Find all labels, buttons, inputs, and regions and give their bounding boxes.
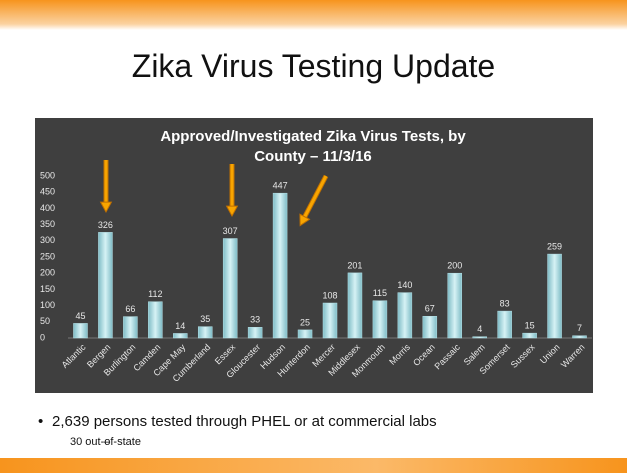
bar xyxy=(322,302,338,339)
bar xyxy=(397,292,413,339)
y-tick-label: 400 xyxy=(40,203,55,213)
arrow-head xyxy=(99,201,113,214)
arrow-head xyxy=(225,205,239,218)
bar xyxy=(148,301,163,339)
bar xyxy=(572,335,587,339)
value-label: 140 xyxy=(397,280,412,290)
arrow-head xyxy=(299,213,311,227)
x-tick-label: Morris xyxy=(387,342,412,367)
value-label: 112 xyxy=(148,289,162,299)
y-tick-label: 50 xyxy=(40,316,50,326)
value-label: 4 xyxy=(477,324,482,334)
x-tick-label: Passaic xyxy=(432,342,462,372)
bar xyxy=(472,336,487,339)
bar xyxy=(422,316,438,339)
value-label: 66 xyxy=(125,304,135,314)
y-tick-label: 250 xyxy=(40,251,55,261)
bar xyxy=(372,300,388,339)
bar xyxy=(272,192,288,339)
value-label: 307 xyxy=(223,226,238,236)
bar xyxy=(98,232,113,339)
bar xyxy=(73,323,88,339)
bar xyxy=(247,327,263,339)
value-label: 7 xyxy=(577,323,582,333)
sub-bullet: 30 out-of-state xyxy=(70,436,437,448)
y-tick-label: 0 xyxy=(40,332,45,342)
y-tick-label: 350 xyxy=(40,219,55,229)
bullets: 2,639 persons tested through PHEL or at … xyxy=(52,413,437,448)
value-label: 67 xyxy=(425,304,435,314)
value-label: 447 xyxy=(273,181,288,191)
y-tick-label: 500 xyxy=(40,170,55,180)
bar xyxy=(173,333,188,339)
y-tick-label: 200 xyxy=(40,268,55,278)
bottom-band xyxy=(0,458,627,473)
value-label: 33 xyxy=(250,315,260,325)
value-label: 35 xyxy=(200,314,210,324)
value-label: 201 xyxy=(347,260,362,270)
value-label: 200 xyxy=(447,261,462,271)
value-label: 259 xyxy=(547,241,562,251)
bar xyxy=(522,332,537,339)
bar xyxy=(222,238,238,339)
bar xyxy=(547,253,562,339)
y-tick-label: 300 xyxy=(40,235,55,245)
bar xyxy=(197,326,213,339)
value-label: 115 xyxy=(373,288,387,298)
value-label: 108 xyxy=(322,290,337,300)
value-label: 15 xyxy=(525,321,535,331)
value-label: 25 xyxy=(300,317,310,327)
chart-panel xyxy=(35,118,593,393)
bar xyxy=(123,316,138,339)
value-label: 14 xyxy=(175,321,185,331)
x-tick-label: Sussex xyxy=(509,342,537,370)
y-tick-label: 150 xyxy=(40,284,55,294)
bar xyxy=(347,272,363,339)
y-tick-label: 100 xyxy=(40,300,55,310)
y-tick-label: 450 xyxy=(40,187,55,197)
value-label: 45 xyxy=(75,311,85,321)
bar xyxy=(497,310,512,339)
chart-title: Approved/Investigated Zika Virus Tests, … xyxy=(160,128,466,165)
x-tick-label: Warren xyxy=(559,342,587,370)
value-label: 326 xyxy=(98,220,113,230)
arrow xyxy=(300,175,328,223)
slide-title: Zika Virus Testing Update xyxy=(131,48,496,84)
top-band xyxy=(0,0,627,30)
value-label: 83 xyxy=(500,298,510,308)
x-tick-label: Atlantic xyxy=(60,342,88,370)
bar xyxy=(297,329,313,339)
bullet: 2,639 persons tested through PHEL or at … xyxy=(52,413,437,430)
bar xyxy=(447,272,463,339)
